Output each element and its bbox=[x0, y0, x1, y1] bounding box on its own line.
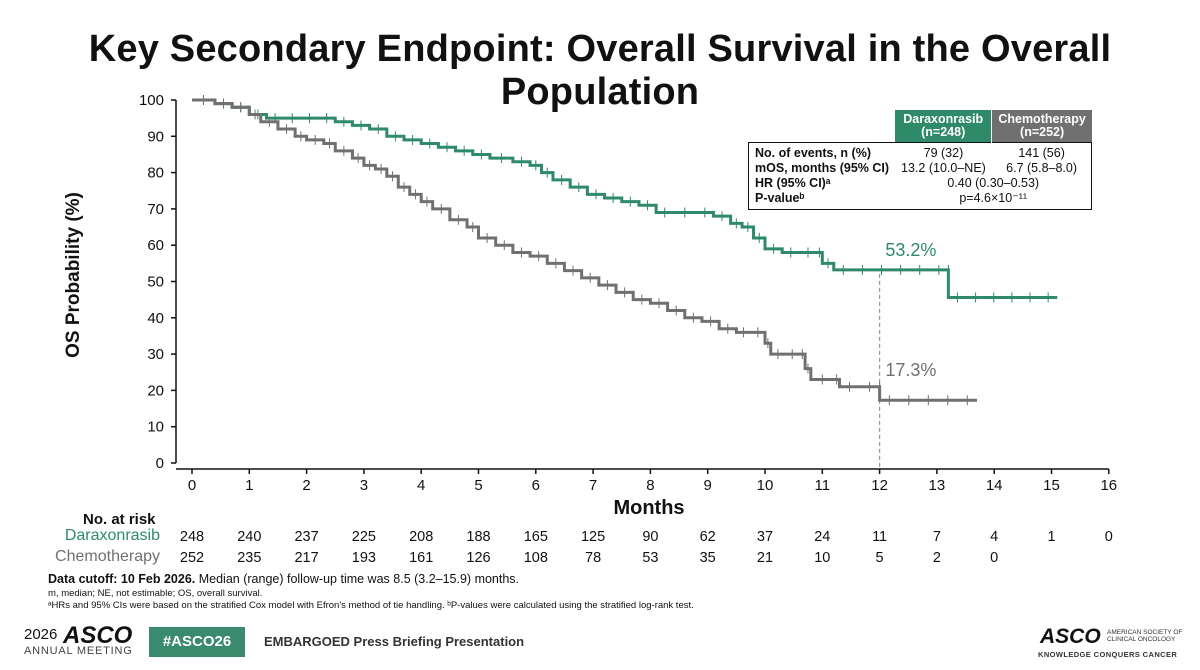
mos-value: 13.2 (10.0–NE) bbox=[901, 161, 986, 175]
x-tick-label: 0 bbox=[188, 477, 196, 494]
risk-count: 193 bbox=[351, 550, 376, 566]
asco-meeting-logo: ASCO bbox=[63, 622, 133, 649]
y-tick-label: 50 bbox=[147, 274, 164, 291]
risk-count: 37 bbox=[756, 529, 774, 545]
events-header-dara-name: Daraxonrasib bbox=[903, 112, 984, 126]
survival-rate-label: 53.2% bbox=[885, 240, 936, 260]
y-tick-label: 100 bbox=[139, 92, 164, 109]
risk-count: 240 bbox=[237, 529, 262, 545]
risk-count: 62 bbox=[699, 529, 716, 545]
x-tick-label: 3 bbox=[360, 477, 368, 494]
x-tick-label: 7 bbox=[589, 477, 597, 494]
risk-count: 248 bbox=[179, 529, 205, 545]
risk-count: 208 bbox=[409, 529, 434, 545]
hr-row-label: HR (95% CI)ᵃ bbox=[748, 176, 896, 191]
mos-value: 6.7 (5.8–8.0) bbox=[991, 161, 1093, 176]
y-tick-label: 60 bbox=[147, 237, 164, 254]
slide-title: Key Secondary Endpoint: Overall Survival… bbox=[88, 28, 1112, 113]
risk-count: 188 bbox=[466, 529, 491, 545]
pvalue-value: p=4.6×10⁻¹¹ bbox=[895, 191, 1093, 210]
risk-count: 53 bbox=[642, 550, 659, 566]
risk-count: 217 bbox=[294, 550, 319, 566]
events-header-chemo-n: (n=252) bbox=[1020, 125, 1065, 139]
x-tick-label: 11 bbox=[815, 477, 831, 494]
events-value: 141 (56) bbox=[991, 142, 1093, 161]
risk-count: 10 bbox=[814, 550, 831, 566]
y-axis-label: OS Probability (%) bbox=[63, 192, 84, 358]
hashtag-badge: #ASCO26 bbox=[149, 627, 245, 657]
x-tick-label: 6 bbox=[532, 477, 540, 494]
x-tick-label: 12 bbox=[871, 477, 888, 494]
x-tick-label: 9 bbox=[704, 477, 712, 494]
y-tick-label: 40 bbox=[147, 310, 164, 327]
risk-count: 0 bbox=[990, 550, 999, 566]
x-tick-label: 8 bbox=[646, 477, 654, 494]
risk-count: 125 bbox=[580, 529, 606, 545]
survival-rate-label: 17.3% bbox=[885, 360, 936, 380]
x-tick-label: 5 bbox=[474, 477, 482, 494]
risk-count: 90 bbox=[642, 529, 659, 545]
risk-count: 0 bbox=[1104, 529, 1113, 545]
risk-count: 21 bbox=[756, 550, 774, 566]
pvalue-row-label: P-valueᵇ bbox=[748, 191, 896, 210]
footnote-methods: ᵃHRs and 95% CIs were based on the strat… bbox=[48, 600, 694, 611]
mos-row-label: mOS, months (95% CI) bbox=[748, 161, 896, 176]
events-header-chemotherapy: Chemotherapy (n=252) bbox=[991, 110, 1092, 143]
x-tick-label: 16 bbox=[1100, 477, 1117, 494]
x-tick-label: 15 bbox=[1043, 477, 1060, 494]
risk-row-label: Daraxonrasib bbox=[64, 527, 160, 544]
x-tick-label: 2 bbox=[302, 477, 310, 494]
hr-value: 0.40 (0.30–0.53) bbox=[895, 176, 1093, 191]
footnote-cutoff: Data cutoff: 10 Feb 2026. Median (range)… bbox=[48, 572, 519, 586]
risk-count: 235 bbox=[237, 550, 262, 566]
y-tick-label: 30 bbox=[147, 346, 164, 363]
risk-row-label: Chemotherapy bbox=[55, 548, 160, 565]
asco-logo: ASCO bbox=[1040, 625, 1101, 648]
risk-count: 237 bbox=[294, 529, 319, 545]
x-tick-label: 4 bbox=[417, 477, 425, 494]
events-header-chemo-name: Chemotherapy bbox=[998, 112, 1086, 126]
meeting-year: 2026 bbox=[24, 626, 58, 643]
risk-count: 24 bbox=[814, 529, 831, 545]
annual-meeting-text: ANNUAL MEETING bbox=[24, 645, 133, 657]
risk-count: 126 bbox=[466, 550, 491, 566]
risk-count: 165 bbox=[523, 529, 548, 545]
events-row-label: No. of events, n (%) bbox=[748, 142, 896, 161]
risk-count: 4 bbox=[990, 529, 999, 545]
footnote-abbreviations: m, median; NE, not estimable; OS, overal… bbox=[48, 588, 263, 599]
footnote-cutoff-date: Data cutoff: 10 Feb 2026. bbox=[48, 572, 196, 586]
y-tick-label: 80 bbox=[147, 165, 164, 182]
risk-count: 78 bbox=[585, 550, 602, 566]
risk-count: 35 bbox=[699, 550, 716, 566]
x-tick-label: 1 bbox=[245, 477, 253, 494]
risk-count: 2 bbox=[932, 550, 941, 566]
x-tick-label: 14 bbox=[986, 477, 1003, 494]
risk-count: 7 bbox=[932, 529, 941, 545]
risk-count: 252 bbox=[179, 550, 205, 566]
x-tick-label: 13 bbox=[929, 477, 946, 494]
y-tick-label: 90 bbox=[147, 128, 164, 145]
x-tick-label: 10 bbox=[757, 477, 774, 494]
events-header-dara-n: (n=248) bbox=[921, 125, 966, 139]
events-header-daraxonrasib: Daraxonrasib (n=248) bbox=[895, 110, 993, 143]
risk-count: 225 bbox=[351, 529, 376, 545]
x-axis-label: Months bbox=[613, 497, 685, 519]
footnote-followup: Median (range) follow-up time was 8.5 (3… bbox=[195, 572, 520, 586]
asco-tagline: KNOWLEDGE CONQUERS CANCER bbox=[1038, 650, 1178, 659]
risk-count: 1 bbox=[1047, 529, 1056, 545]
risk-count: 5 bbox=[875, 550, 884, 566]
y-tick-label: 70 bbox=[147, 201, 164, 218]
y-tick-label: 10 bbox=[147, 419, 164, 436]
y-tick-label: 20 bbox=[147, 382, 164, 399]
events-value: 79 (32) bbox=[923, 146, 964, 160]
risk-table-title: No. at risk bbox=[83, 511, 156, 528]
risk-count: 108 bbox=[523, 550, 548, 566]
risk-count: 11 bbox=[872, 529, 888, 545]
y-tick-label: 0 bbox=[156, 455, 164, 472]
risk-count: 161 bbox=[409, 550, 434, 566]
events-table: Daraxonrasib (n=248) Chemotherapy (n=252… bbox=[748, 110, 1093, 210]
embargo-notice: EMBARGOED Press Briefing Presentation bbox=[264, 634, 525, 649]
asco-logo-subtitle: AMERICAN SOCIETY OF CLINICAL ONCOLOGY bbox=[1107, 629, 1183, 643]
